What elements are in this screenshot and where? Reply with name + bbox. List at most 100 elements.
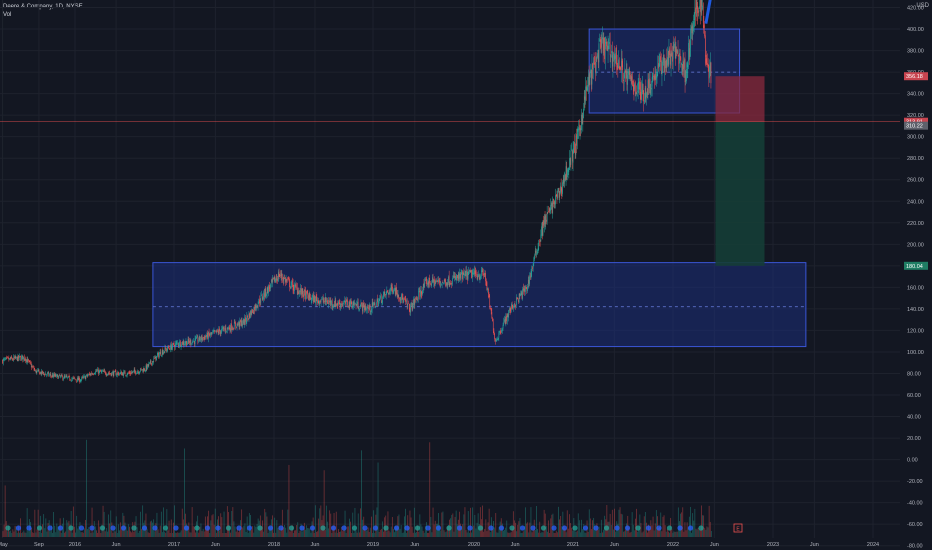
volume-bar xyxy=(55,532,57,537)
symbol-title[interactable]: Deere & Company, 1D, NYSE xyxy=(3,4,83,10)
volume-bar xyxy=(81,532,83,537)
x-tick-label: Jun xyxy=(311,542,320,548)
volume-bar xyxy=(319,508,321,537)
volume-bar xyxy=(562,511,564,537)
candle-body xyxy=(198,340,199,342)
volume-bar xyxy=(625,529,626,537)
volume-bar xyxy=(228,512,229,537)
candle-body xyxy=(577,128,579,132)
volume-bar xyxy=(374,532,376,537)
volume-bar xyxy=(175,532,177,537)
candle-body xyxy=(240,320,242,323)
candle-body xyxy=(618,59,619,69)
event-marker xyxy=(278,525,284,531)
volume-bar xyxy=(510,532,512,537)
position-tool[interactable] xyxy=(0,76,900,266)
candle-body xyxy=(434,281,436,286)
annotations[interactable] xyxy=(704,0,723,24)
volume-bar xyxy=(287,509,289,537)
candle-body xyxy=(686,68,687,82)
candle-body xyxy=(587,85,589,88)
volume-bar xyxy=(10,530,12,537)
candle-body xyxy=(169,349,171,350)
volume-indicator-label[interactable]: Vol xyxy=(3,12,12,18)
volume-bar xyxy=(41,532,42,537)
candle-body xyxy=(287,278,289,280)
volume-bar xyxy=(54,525,56,537)
volume-bar xyxy=(214,508,216,537)
candle-body xyxy=(634,83,635,90)
candle-body xyxy=(216,329,218,333)
candle-body xyxy=(412,305,414,311)
candle-body xyxy=(421,292,423,295)
candle-body xyxy=(39,371,40,375)
candle-body xyxy=(661,71,663,76)
candle-body xyxy=(296,287,298,294)
candle-body xyxy=(372,301,374,307)
event-marker xyxy=(15,525,22,531)
volume-bar xyxy=(184,448,185,537)
volume-bar xyxy=(622,531,624,537)
candle-body xyxy=(329,300,331,303)
volume-bar xyxy=(528,532,530,537)
candle-body xyxy=(385,294,386,296)
candle-body xyxy=(541,226,542,236)
volume-bar xyxy=(666,529,668,537)
candle-body xyxy=(453,275,455,278)
y-axis[interactable]: -100.00-80.00-60.00-40.00-20.000.0020.00… xyxy=(904,0,928,550)
candle-body xyxy=(267,287,269,294)
volume-bar xyxy=(534,529,536,537)
candle-body xyxy=(684,58,686,83)
candle-body xyxy=(42,371,44,374)
candle-body xyxy=(363,302,365,306)
candle-body xyxy=(217,330,218,332)
candle-body xyxy=(264,293,265,297)
candle-body xyxy=(616,65,618,67)
candle-body xyxy=(320,300,321,303)
volume-bar xyxy=(307,527,309,537)
candle-body xyxy=(75,379,77,381)
candle-body xyxy=(503,321,505,325)
candle-body xyxy=(248,313,250,319)
volume-bar xyxy=(567,528,569,537)
volume-bar xyxy=(659,527,661,537)
volume-bar xyxy=(210,520,212,537)
volume-bar xyxy=(674,531,676,537)
candle-body xyxy=(5,359,6,360)
candle-body xyxy=(193,340,194,342)
candle-body xyxy=(628,72,629,74)
candle-body xyxy=(366,308,367,310)
volume-bar xyxy=(547,531,548,537)
volume-bar xyxy=(182,519,184,537)
candle-body xyxy=(331,300,332,306)
x-axis[interactable]: MaySep2016Jun2017Jun2018Jun2019Jun2020Ju… xyxy=(0,542,879,548)
candle-body xyxy=(429,283,431,285)
candle-body xyxy=(14,356,16,359)
candle-body xyxy=(160,351,162,356)
candle-body xyxy=(703,25,705,28)
x-tick-label: 2017 xyxy=(168,542,180,548)
volume-bar xyxy=(324,529,326,537)
candle-body xyxy=(481,271,482,277)
volume-bar xyxy=(298,532,300,537)
candle-body xyxy=(73,377,75,379)
volume-bar xyxy=(599,532,601,537)
volume-bar xyxy=(677,507,679,537)
candle-body xyxy=(161,350,163,355)
candle-body xyxy=(187,343,188,346)
candle-body xyxy=(518,299,519,303)
candle-body xyxy=(16,356,18,361)
volume-bar xyxy=(610,524,612,537)
candle-body xyxy=(242,323,243,326)
volume-bar xyxy=(340,531,342,537)
candle-body xyxy=(227,327,229,329)
zones[interactable] xyxy=(152,28,807,348)
volume-bar xyxy=(306,525,307,537)
volume-bar xyxy=(333,513,335,537)
candle-body xyxy=(40,371,42,375)
candle-body xyxy=(26,359,28,363)
candle-body xyxy=(26,359,27,362)
volume-bar xyxy=(523,525,525,537)
volume-bar xyxy=(78,525,80,537)
